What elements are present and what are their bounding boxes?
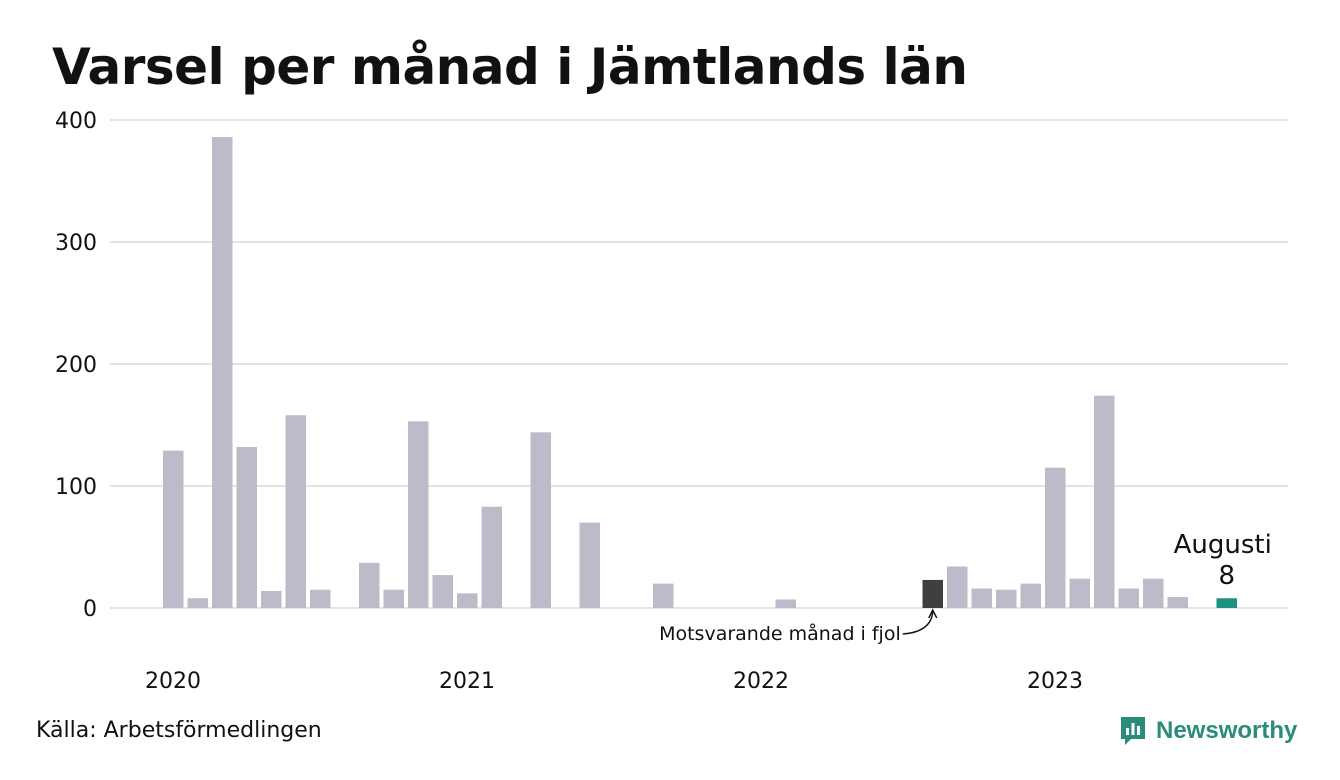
bar bbox=[1143, 578, 1164, 608]
bar bbox=[653, 583, 674, 608]
bar bbox=[922, 579, 943, 608]
bar bbox=[236, 446, 257, 608]
bar bbox=[971, 588, 992, 608]
bar bbox=[1118, 588, 1139, 608]
brand-name: Newsworthy bbox=[1156, 717, 1298, 744]
x-year-label: 2023 bbox=[1027, 669, 1083, 694]
bar bbox=[579, 522, 600, 608]
annotation-arrow bbox=[902, 611, 934, 635]
bar bbox=[383, 589, 404, 608]
bar bbox=[408, 421, 429, 608]
bar bbox=[996, 589, 1017, 608]
x-year-label: 2020 bbox=[145, 669, 201, 694]
bar bbox=[481, 506, 502, 608]
bar bbox=[1069, 578, 1090, 608]
bar bbox=[285, 415, 306, 608]
current-value-label: 8 bbox=[1218, 561, 1235, 591]
y-tick-label: 400 bbox=[55, 109, 97, 134]
x-axis-year-labels: 2020 2021 2022 2023 bbox=[145, 669, 1083, 694]
previous-year-annotation: Motsvarande månad i fjol bbox=[659, 622, 901, 645]
gridlines bbox=[110, 119, 1288, 609]
bar bbox=[457, 593, 478, 608]
bar bbox=[261, 590, 282, 608]
bar bbox=[310, 589, 331, 608]
x-year-label: 2022 bbox=[733, 669, 789, 694]
bar bbox=[163, 450, 184, 608]
y-tick-label: 300 bbox=[55, 231, 97, 256]
chart-title: Varsel per månad i Jämtlands län bbox=[52, 38, 968, 96]
bar bbox=[432, 575, 453, 608]
x-year-label: 2021 bbox=[439, 669, 495, 694]
bar bbox=[947, 566, 968, 608]
y-axis-tick-labels: 0 100 200 300 400 bbox=[55, 109, 97, 622]
bar bbox=[1020, 583, 1041, 608]
source-label: Källa: Arbetsförmedlingen bbox=[36, 718, 322, 743]
bar bbox=[187, 598, 208, 608]
y-tick-label: 200 bbox=[55, 353, 97, 378]
bar bbox=[1216, 598, 1237, 608]
bars bbox=[163, 137, 1237, 608]
bar bbox=[1167, 597, 1188, 608]
bar bbox=[212, 137, 233, 608]
bar bbox=[1045, 467, 1066, 608]
bar bbox=[775, 599, 796, 608]
bar bbox=[530, 432, 551, 608]
y-tick-label: 100 bbox=[55, 475, 97, 500]
annotation-arrowhead bbox=[928, 608, 938, 619]
brand-logo: Newsworthy bbox=[1118, 714, 1297, 748]
newsworthy-logo-icon bbox=[1121, 717, 1145, 745]
bar bbox=[359, 562, 380, 608]
current-month-label: Augusti bbox=[1174, 530, 1272, 560]
y-tick-label: 0 bbox=[83, 597, 97, 622]
bar bbox=[1094, 395, 1115, 608]
